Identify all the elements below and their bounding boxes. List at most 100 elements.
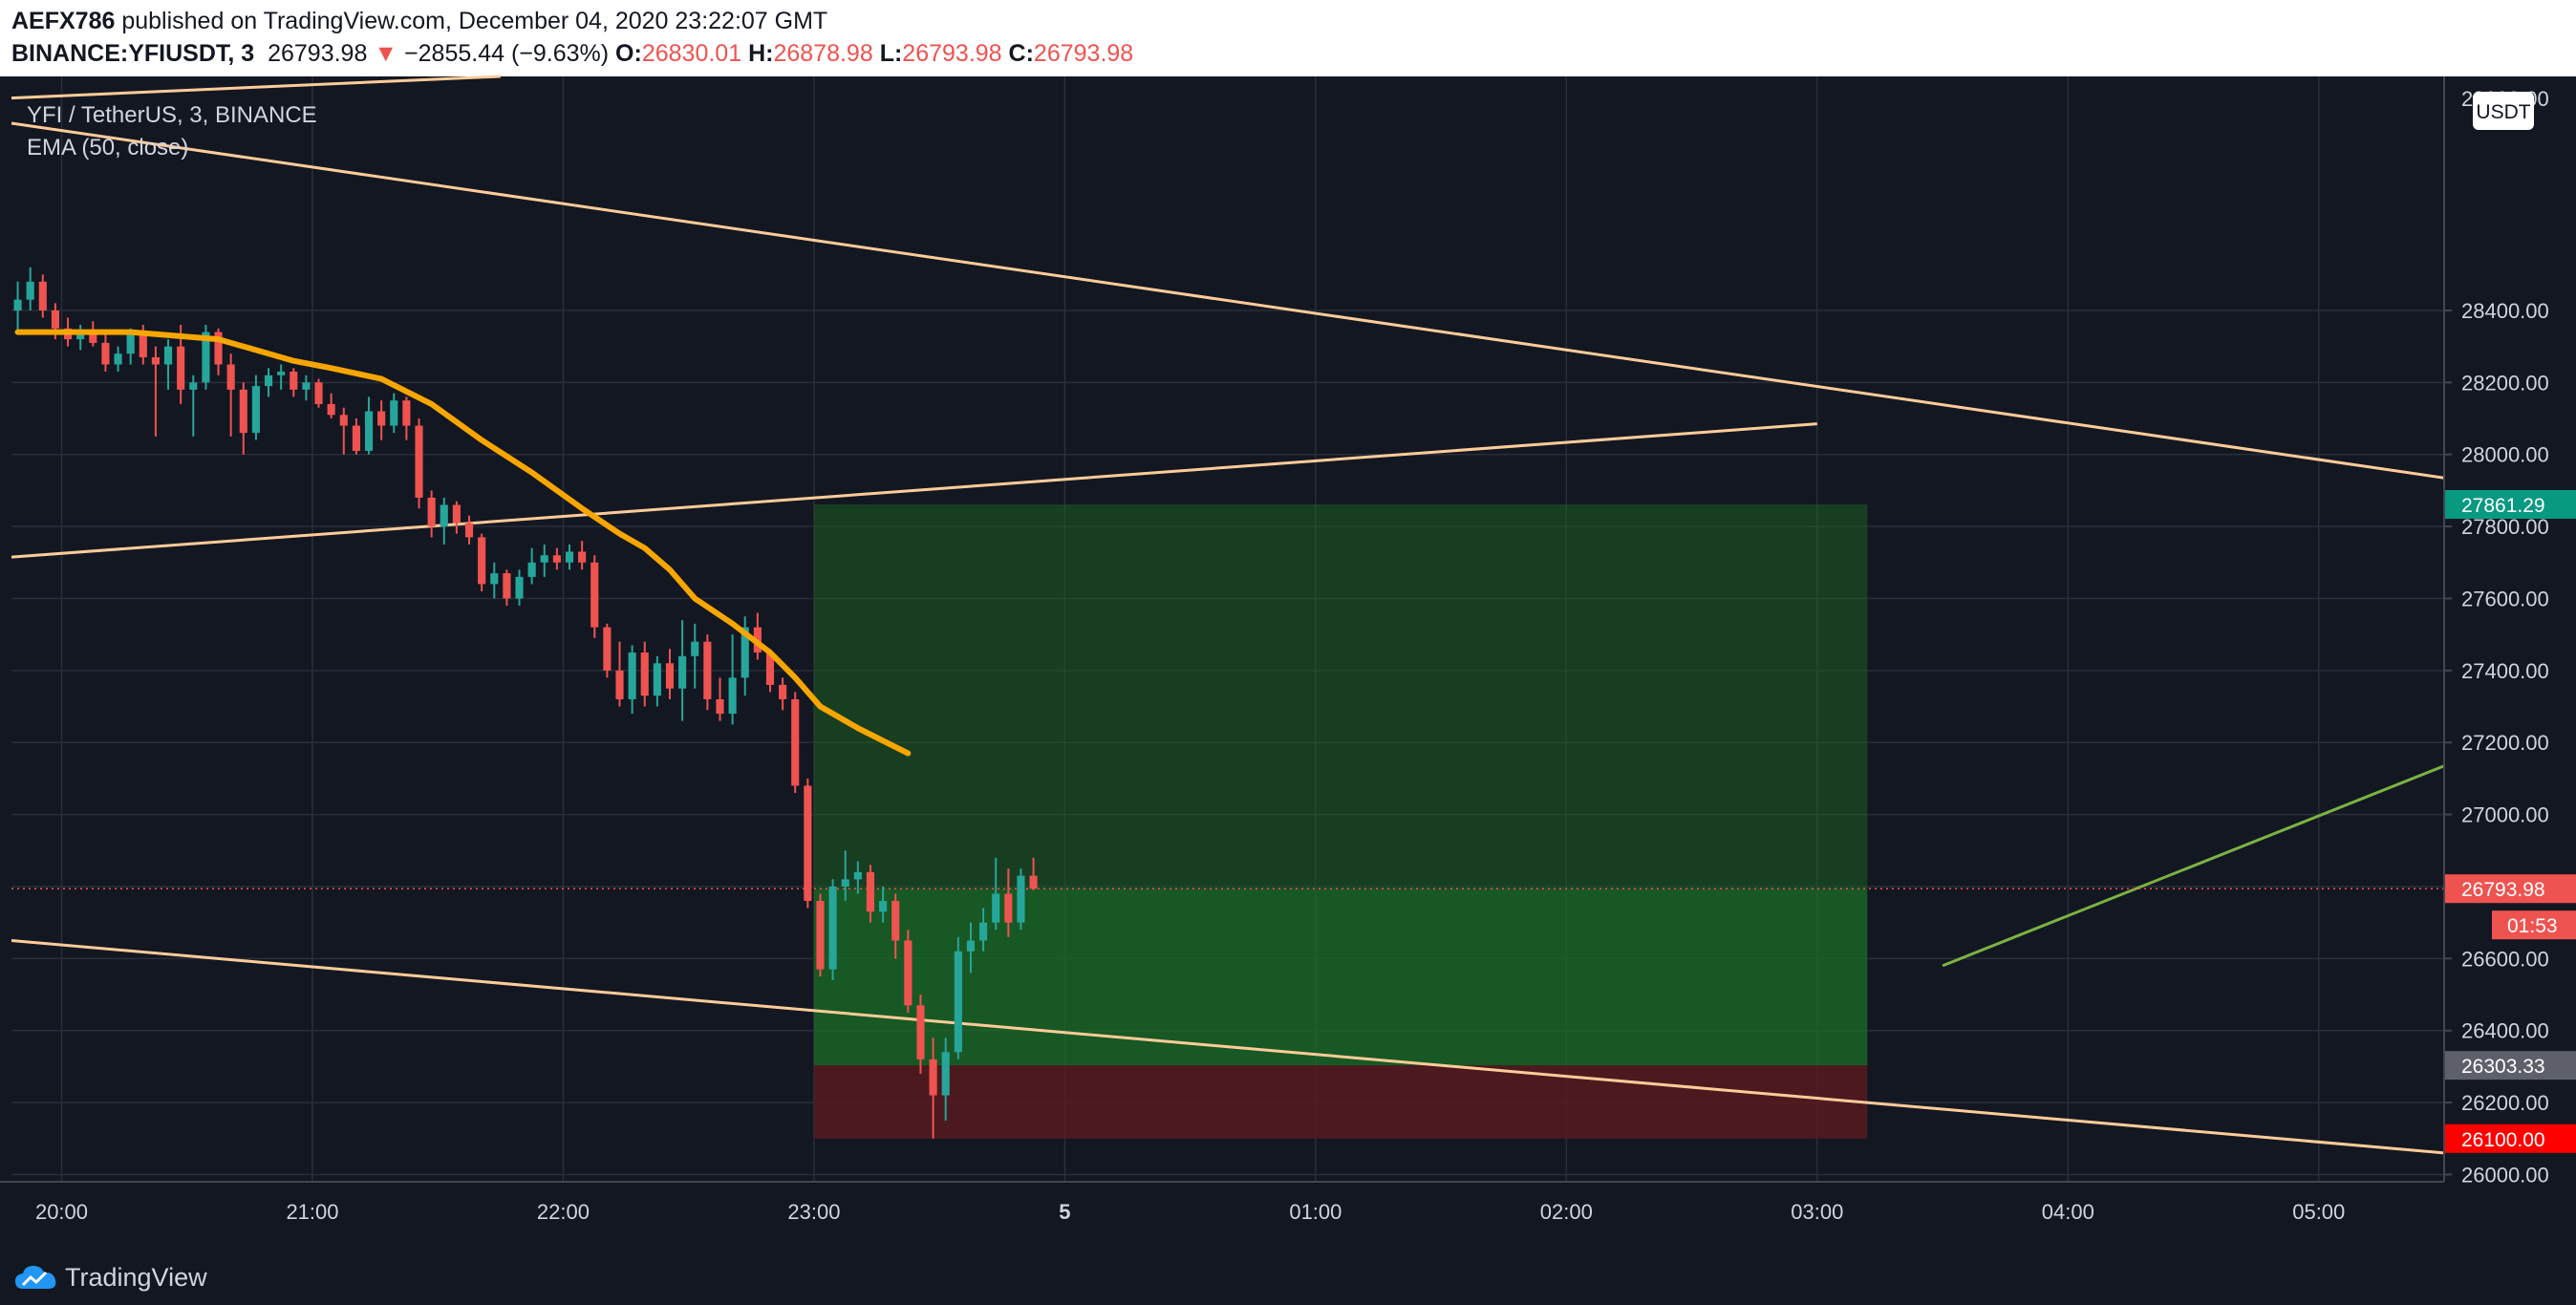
candle [929, 1038, 937, 1139]
candle [364, 396, 374, 455]
candle-body [665, 663, 675, 689]
candle-body [1004, 893, 1013, 923]
candle-body [941, 1052, 950, 1096]
time-tick-label: 22:00 [537, 1200, 590, 1224]
tradingview-logo[interactable]: TradingView [15, 1263, 207, 1293]
candle-body [515, 576, 524, 599]
candle [13, 281, 22, 332]
trendlines[interactable] [11, 75, 2445, 1155]
candle [503, 569, 511, 607]
price-tick-label: 28000.00 [2461, 443, 2549, 467]
candle [76, 325, 85, 351]
candle-body [716, 698, 724, 715]
candle [716, 677, 724, 721]
candle-body [703, 641, 712, 699]
candle-body [377, 411, 386, 426]
candle-body [966, 940, 976, 952]
publish-info: AEFX786 published on TradingView.com, De… [11, 8, 827, 35]
profit-fill [813, 888, 1868, 1066]
candle-body [214, 332, 223, 365]
candle-body [490, 573, 499, 585]
candle-body [728, 677, 737, 715]
trendline[interactable] [11, 939, 2445, 1155]
candle [916, 995, 925, 1074]
candle [402, 396, 411, 440]
candle [1004, 868, 1013, 937]
open-label: O: [615, 40, 642, 67]
candle [992, 857, 1000, 931]
candle-body [879, 901, 888, 912]
projection-line[interactable] [1942, 764, 2445, 968]
candle [603, 623, 612, 678]
currency-button[interactable]: USDT [2473, 92, 2534, 130]
candle [1029, 857, 1038, 890]
candle-body [804, 785, 812, 902]
candle-body [578, 551, 587, 563]
candle-body [402, 400, 411, 426]
candle [452, 501, 461, 534]
candle-body [478, 537, 486, 585]
candle [853, 861, 862, 894]
long-position-tool[interactable] [813, 503, 1868, 1139]
candle-body [126, 332, 135, 354]
candle [290, 368, 298, 397]
candle-body [816, 901, 825, 970]
candle [314, 378, 323, 408]
candle [979, 908, 988, 952]
price-tick-label: 27200.00 [2461, 731, 2549, 755]
author-name[interactable]: AEFX786 [11, 8, 116, 34]
candle-body [76, 332, 85, 340]
candle [415, 418, 423, 509]
candle-body [628, 652, 636, 699]
candle [954, 936, 962, 1059]
candle [565, 544, 574, 570]
ema-line [14, 329, 912, 757]
price-tick-label: 27000.00 [2461, 803, 2549, 827]
trendline[interactable] [11, 121, 2445, 480]
candle [327, 393, 335, 419]
candle [816, 893, 825, 977]
candle-body [1029, 875, 1038, 889]
candle-body [464, 523, 474, 538]
price-tick-label: 26200.00 [2461, 1091, 2549, 1115]
candle [377, 400, 386, 440]
candle-body [314, 382, 323, 404]
candle [427, 490, 436, 538]
candle-body [163, 346, 173, 365]
time-tick-label: 20:00 [35, 1200, 88, 1224]
footer: TradingView [0, 1253, 2576, 1305]
candle [540, 544, 548, 577]
candle-body [202, 332, 210, 383]
candle-body [226, 364, 235, 390]
countdown-label: 01:53 [2507, 915, 2558, 937]
candle-body [904, 940, 912, 1006]
currency-label[interactable]: USDT [2476, 101, 2530, 123]
price-tick-label: 27800.00 [2461, 515, 2549, 539]
stop-zone[interactable] [813, 1065, 1868, 1139]
candle [339, 407, 348, 455]
candle [390, 393, 398, 434]
trendline[interactable] [11, 75, 501, 100]
candle-body [264, 374, 273, 387]
candle-body [13, 299, 22, 310]
candle [163, 339, 173, 390]
price-chart[interactable]: 26000.0026200.0026400.0026600.0026800.00… [0, 0, 2576, 1253]
candle-body [302, 382, 311, 390]
candle [440, 497, 448, 545]
time-tick-label: 05:00 [2292, 1200, 2345, 1224]
last-price: 26793.98 [268, 40, 368, 67]
candle-body [26, 281, 34, 300]
candle-body [866, 871, 875, 912]
candle-body [114, 353, 122, 365]
candle-body [364, 411, 374, 451]
target-zone[interactable] [813, 503, 1868, 1066]
price-tick-label: 26600.00 [2461, 947, 2549, 971]
candle-body [151, 356, 160, 365]
candle [101, 332, 110, 373]
countdown-tag [2492, 910, 2576, 940]
candle-body [503, 573, 511, 599]
trendline[interactable] [11, 422, 1817, 559]
candle-body [779, 684, 787, 699]
currency-button-bg[interactable] [2473, 92, 2534, 130]
price-tick-label: 26000.00 [2461, 1163, 2549, 1187]
